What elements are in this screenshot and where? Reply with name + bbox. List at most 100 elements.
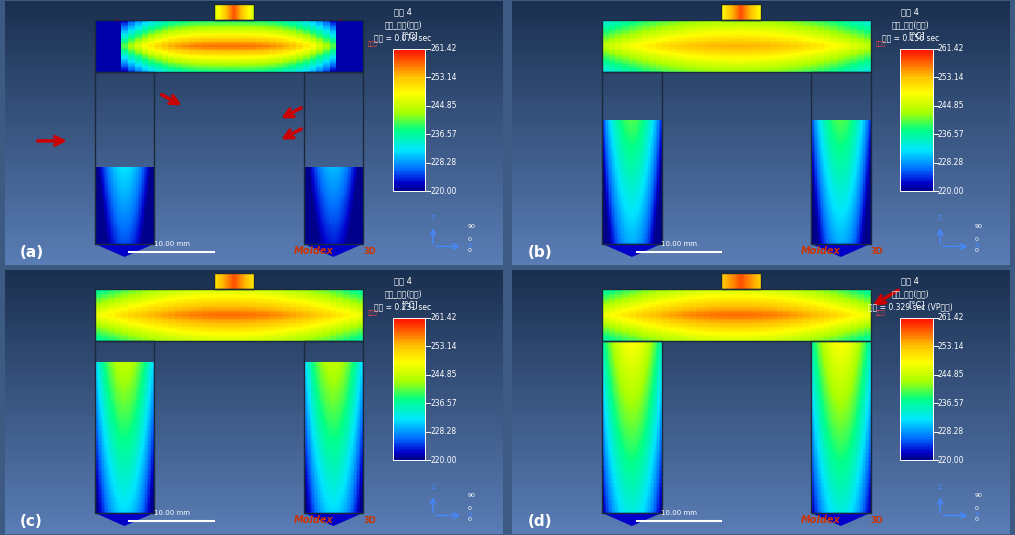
Bar	[339, 438, 341, 441]
Bar	[852, 448, 853, 453]
Bar	[122, 475, 123, 479]
Bar	[215, 319, 222, 320]
Bar	[148, 396, 150, 400]
Bar	[333, 166, 335, 169]
Bar	[627, 453, 629, 457]
Bar	[763, 307, 770, 308]
Bar	[635, 327, 642, 328]
Bar	[770, 35, 776, 37]
Bar	[144, 234, 145, 236]
Bar	[730, 47, 736, 49]
Bar	[148, 362, 150, 366]
Bar	[335, 475, 336, 479]
Bar	[356, 441, 357, 445]
Bar	[602, 41, 609, 42]
Bar	[609, 319, 615, 320]
Bar	[900, 343, 933, 345]
Bar	[336, 330, 343, 331]
Bar	[313, 407, 314, 411]
Bar	[316, 211, 317, 213]
Bar	[320, 366, 322, 370]
Bar	[243, 294, 249, 295]
Bar	[900, 182, 933, 184]
Bar	[168, 30, 176, 32]
Bar	[356, 381, 357, 385]
Bar	[135, 339, 142, 340]
Bar	[829, 232, 830, 234]
Bar	[656, 37, 663, 38]
Bar	[94, 240, 96, 242]
Bar	[709, 290, 717, 291]
Bar	[649, 440, 650, 444]
Bar	[659, 126, 660, 129]
Bar	[818, 384, 820, 388]
Bar	[282, 328, 289, 330]
Bar	[840, 431, 842, 435]
Bar	[644, 380, 646, 384]
Bar	[804, 340, 810, 341]
Bar	[202, 331, 209, 332]
Bar	[814, 440, 815, 444]
Bar	[723, 318, 730, 319]
Bar	[115, 324, 122, 325]
Bar	[99, 166, 100, 169]
Bar	[148, 47, 155, 49]
Bar	[637, 133, 639, 136]
Bar	[307, 186, 308, 188]
Bar	[336, 29, 343, 30]
Bar	[612, 341, 614, 346]
Bar	[829, 487, 830, 491]
Bar	[354, 225, 356, 226]
Bar	[656, 225, 658, 228]
Bar	[864, 316, 871, 318]
Bar	[120, 194, 122, 195]
Bar	[776, 33, 784, 34]
Bar	[323, 166, 325, 169]
Bar	[123, 230, 125, 232]
Bar	[308, 498, 310, 501]
Bar	[649, 500, 650, 505]
Bar	[339, 445, 341, 449]
Bar	[235, 295, 243, 296]
Bar	[147, 377, 148, 381]
Bar	[605, 160, 607, 164]
Bar	[845, 219, 847, 222]
Bar	[840, 136, 842, 139]
Bar	[322, 456, 323, 460]
Bar	[333, 217, 335, 219]
Bar	[669, 71, 676, 72]
Bar	[103, 213, 104, 215]
Bar	[249, 34, 256, 35]
Bar	[138, 188, 139, 190]
Bar	[356, 486, 357, 490]
Bar	[663, 310, 669, 311]
Bar	[350, 217, 351, 219]
Bar	[658, 234, 659, 238]
Bar	[709, 293, 717, 294]
Bar	[202, 305, 209, 307]
Bar	[135, 43, 142, 44]
Bar	[113, 209, 114, 211]
Bar	[642, 376, 644, 380]
Bar	[614, 418, 615, 423]
Bar	[834, 371, 836, 376]
Bar	[659, 194, 660, 197]
Bar	[650, 241, 652, 244]
Bar	[865, 136, 866, 139]
Bar	[609, 333, 615, 335]
Bar	[834, 151, 836, 154]
Bar	[110, 197, 111, 200]
Bar	[676, 295, 683, 296]
Bar	[269, 64, 276, 66]
Bar	[676, 42, 683, 43]
Bar	[393, 333, 425, 335]
Bar	[843, 170, 845, 173]
Bar	[627, 157, 629, 160]
Bar	[357, 479, 358, 483]
Bar	[350, 63, 356, 64]
Bar	[623, 509, 624, 513]
Bar	[840, 225, 842, 228]
Bar	[602, 474, 604, 478]
Bar	[222, 64, 229, 66]
Bar	[356, 498, 357, 501]
